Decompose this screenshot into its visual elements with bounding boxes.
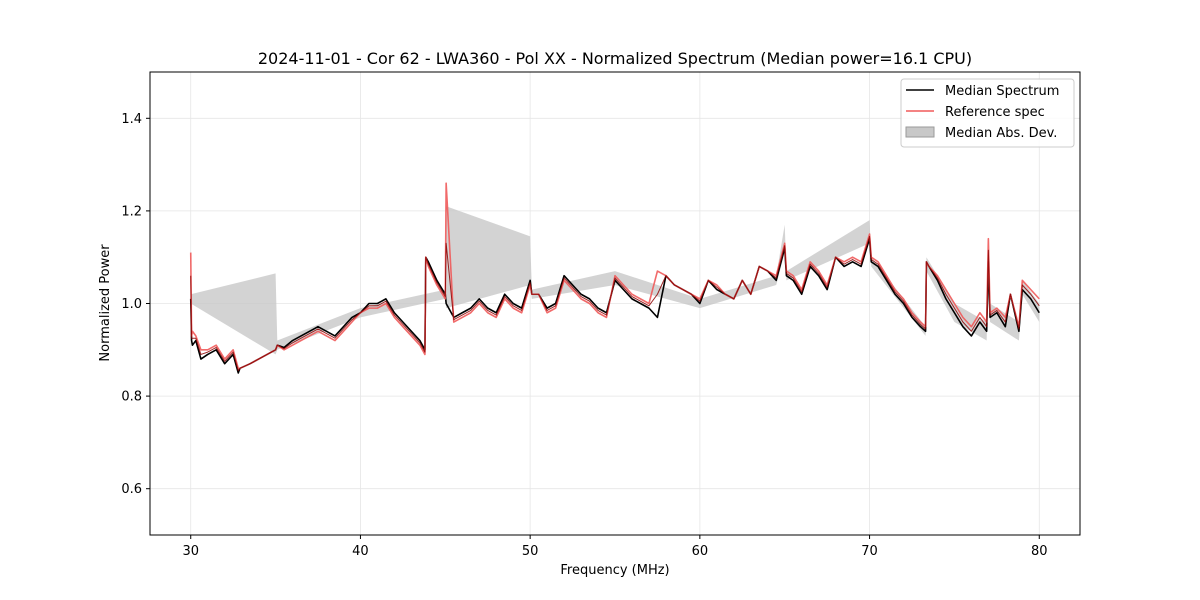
x-tick-label: 40: [352, 544, 369, 559]
median-spectrum-line: [189, 237, 1040, 374]
y-tick-label: 1.2: [121, 204, 142, 219]
chart-title: 2024-11-01 - Cor 62 - LWA360 - Pol XX - …: [258, 49, 972, 68]
y-tick-label: 1.4: [121, 112, 142, 127]
legend-reference-label: Reference spec: [945, 105, 1045, 120]
overlap-line: [190, 235, 1040, 372]
reference-spectrum-line: [189, 182, 1040, 370]
line-layer: [189, 182, 1040, 374]
legend-mad-label: Median Abs. Dev.: [945, 126, 1057, 141]
y-tick-label: 0.8: [121, 390, 142, 405]
legend: Median Spectrum Reference spec Median Ab…: [900, 78, 1075, 148]
x-axis-label: Frequency (MHz): [560, 563, 669, 578]
y-axis-label: Normalized Power: [98, 244, 113, 362]
legend-box: [900, 78, 1075, 148]
legend-median-label: Median Spectrum: [945, 84, 1059, 99]
y-tick-label: 1.0: [121, 297, 142, 312]
tick-layer: 30 40 50 60 70 80 0.6 0.8 1.0 1.2 1.4: [121, 112, 1047, 559]
x-tick-label: 30: [182, 544, 199, 559]
x-tick-label: 70: [861, 544, 878, 559]
x-tick-label: 60: [692, 544, 709, 559]
x-tick-label: 80: [1031, 544, 1048, 559]
x-tick-label: 50: [522, 544, 539, 559]
legend-mad-swatch: [905, 126, 935, 138]
y-tick-label: 0.6: [121, 482, 142, 497]
